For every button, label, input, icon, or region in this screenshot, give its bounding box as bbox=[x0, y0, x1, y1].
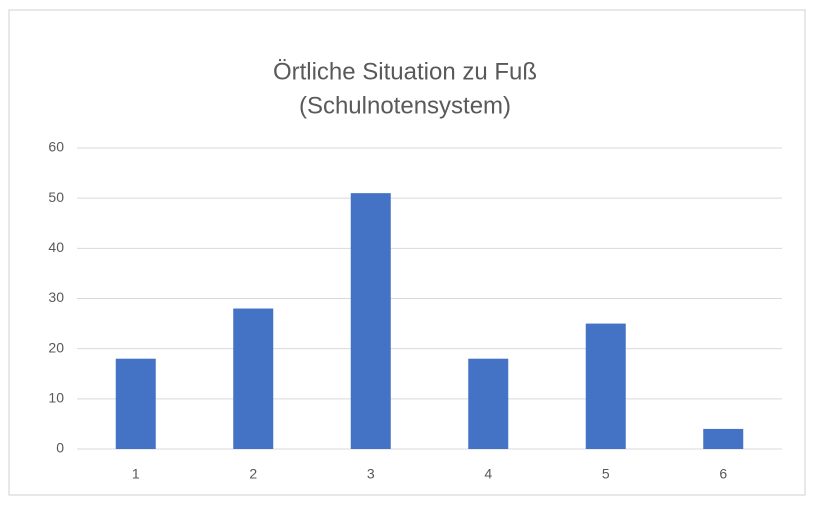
x-tick-label: 2 bbox=[249, 466, 257, 482]
bar bbox=[115, 358, 156, 449]
bar bbox=[703, 428, 744, 449]
y-tick-label: 20 bbox=[48, 339, 64, 355]
x-tick-label: 3 bbox=[367, 466, 375, 482]
chart-subtitle: (Schulnotensystem) bbox=[299, 92, 511, 119]
chart-title: Örtliche Situation zu Fuß bbox=[273, 58, 537, 85]
y-tick-label: 10 bbox=[48, 390, 64, 406]
bar bbox=[233, 308, 274, 449]
x-tick-label: 6 bbox=[719, 466, 727, 482]
y-tick-label: 40 bbox=[48, 239, 64, 255]
y-tick-label: 30 bbox=[48, 289, 64, 305]
y-tick-label: 50 bbox=[48, 189, 64, 205]
x-tick-label: 1 bbox=[132, 466, 140, 482]
y-tick-label: 60 bbox=[48, 139, 64, 155]
bar bbox=[585, 323, 626, 449]
bar bbox=[350, 193, 391, 449]
x-tick-label: 4 bbox=[484, 466, 492, 482]
bar bbox=[468, 358, 509, 449]
x-tick-label: 5 bbox=[602, 466, 610, 482]
y-tick-label: 0 bbox=[56, 440, 64, 456]
